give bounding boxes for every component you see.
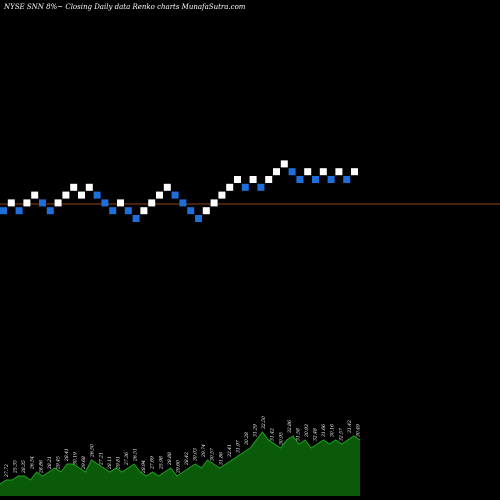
renko-brick-down [288,168,296,176]
volume-value-label: 31.86 [218,452,224,465]
renko-brick-up [62,191,70,199]
volume-value-label: 30.57 [210,448,216,461]
renko-brick-up [319,168,327,176]
renko-brick-up [156,191,163,199]
renko-brick-down [124,207,132,215]
renko-brick-up [202,207,210,215]
renko-brick-up [140,207,148,215]
volume-value-label: 28.35 [21,460,27,474]
renko-brick-up [280,160,288,168]
volume-value-label: 32.41 [227,444,233,457]
volume-value-label: 28.42 [184,452,190,466]
renko-brick-up [78,191,85,199]
volume-value-label: 30.95 [278,432,284,445]
renko-brick-down [296,176,304,183]
volume-value-label: 27.21 [98,452,104,466]
volume-value-label: 31.42 [347,420,353,433]
renko-brick-up [54,199,62,207]
renko-brick-up [304,168,312,176]
renko-brick-up [273,168,280,176]
volume-value-label: 32.50 [261,416,267,429]
volume-value-label: 29.81 [115,456,121,470]
volume-value-label: 28.88 [167,452,173,466]
volume-value-label: 29.74 [201,444,207,458]
volume-value-label: 25.35 [13,460,19,474]
volume-value-label: 26.54 [30,456,36,470]
renko-brick-up [265,176,273,183]
renko-brick-down [101,199,109,207]
renko-brick-up [226,183,234,191]
renko-brick-up [351,168,358,176]
renko-brick-down [195,215,202,222]
renko-brick-down [93,191,101,199]
renko-brick-up [163,183,171,191]
renko-brick-down [171,191,179,199]
renko-brick-down [343,176,351,183]
volume-value-label: 27.72 [4,464,10,478]
volume-value-label: 30.93 [304,424,310,437]
volume-value-label: 28.11 [107,456,113,470]
chart-title: NYSE SNN 8%~ Closing Daily data Renko ch… [3,3,246,11]
volume-value-label: 29.45 [55,456,61,470]
volume-value-label: 28.21 [47,456,53,470]
renko-brick-down [109,207,117,215]
renko-bricks [0,160,358,222]
renko-brick-up [85,183,93,191]
volume-value-label: 25.98 [158,456,164,470]
volume-value-label: 26.50 [90,444,96,458]
volume-value-label: 31.42 [270,428,276,441]
volume-area [0,432,360,496]
renko-brick-down [0,207,7,215]
volume-value-label: 31.97 [235,440,241,453]
volume-value-label: 31.29 [253,424,259,437]
renko-brick-up [234,176,241,183]
volume-value-label: 32.48 [313,428,319,441]
renko-brick-up [23,199,31,207]
renko-brick-down [39,199,46,207]
renko-brick-down [15,207,23,215]
renko-brick-up [117,199,124,207]
renko-brick-down [132,215,140,222]
renko-brick-up [335,168,343,176]
volume-value-label: 31.66 [321,424,327,437]
volume-value-label: 30.16 [330,424,336,437]
renko-brick-down [327,176,335,183]
volume-value-label: 27.69 [150,456,156,470]
volume-value-label: 28.94 [141,460,147,474]
volume-value-label: 32.86 [287,420,293,433]
renko-brick-up [210,199,218,207]
renko-brick-up [70,183,78,191]
volume-value-label: 30.49 [355,424,361,437]
volume-value-label: 30.03 [193,448,199,461]
renko-brick-up [31,191,39,199]
renko-brick-down [312,176,319,183]
volume-value-label: 29.68 [81,456,87,470]
renko-brick-down [179,199,187,207]
renko-brick-up [249,176,257,183]
volume-value-label: 28.41 [64,448,70,462]
volume-value-label: 27.36 [124,452,130,466]
renko-brick-up [218,191,226,199]
volume-value-label: 29.60 [175,460,181,474]
volume-value-label: 32.57 [338,428,344,441]
renko-brick-down [46,207,54,215]
renko-brick-up [148,199,156,207]
volume-panel: 27.72 25.35 28.35 26.54 28.86 28.21 29.4528.41… [0,416,361,496]
renko-brick-down [187,207,195,215]
renko-brick-up [7,199,15,207]
renko-brick-down [257,183,265,191]
volume-value-label: 26.51 [133,448,139,462]
volume-value-label: 28.86 [38,460,44,474]
volume-value-label: 30.19 [73,452,79,465]
volume-value-label: 31.58 [295,428,301,441]
volume-value-label: 30.28 [244,432,250,445]
volume-labels: 27.72 25.35 28.35 26.54 28.86 28.21 29.4528.41… [4,416,361,478]
volume-line [0,431,361,485]
renko-brick-down [241,183,249,191]
